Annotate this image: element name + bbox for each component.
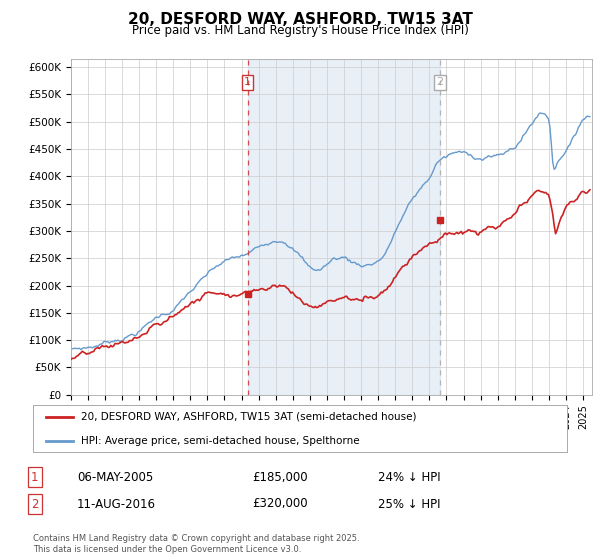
Bar	[248, 59, 440, 395]
Text: £320,000: £320,000	[252, 497, 308, 511]
Text: £185,000: £185,000	[252, 470, 308, 484]
Text: 2: 2	[31, 497, 38, 511]
Text: 2: 2	[436, 77, 443, 87]
Text: HPI: Average price, semi-detached house, Spelthorne: HPI: Average price, semi-detached house,…	[81, 436, 359, 446]
Text: 11-AUG-2016: 11-AUG-2016	[77, 497, 156, 511]
Text: 1: 1	[244, 77, 251, 87]
Text: 06-MAY-2005: 06-MAY-2005	[77, 470, 153, 484]
Text: Price paid vs. HM Land Registry's House Price Index (HPI): Price paid vs. HM Land Registry's House …	[131, 24, 469, 37]
Text: 24% ↓ HPI: 24% ↓ HPI	[378, 470, 440, 484]
Text: 25% ↓ HPI: 25% ↓ HPI	[378, 497, 440, 511]
Text: 1: 1	[31, 470, 38, 484]
Text: Contains HM Land Registry data © Crown copyright and database right 2025.
This d: Contains HM Land Registry data © Crown c…	[33, 534, 359, 554]
Text: 20, DESFORD WAY, ASHFORD, TW15 3AT (semi-detached house): 20, DESFORD WAY, ASHFORD, TW15 3AT (semi…	[81, 412, 416, 422]
Text: 20, DESFORD WAY, ASHFORD, TW15 3AT: 20, DESFORD WAY, ASHFORD, TW15 3AT	[128, 12, 472, 27]
